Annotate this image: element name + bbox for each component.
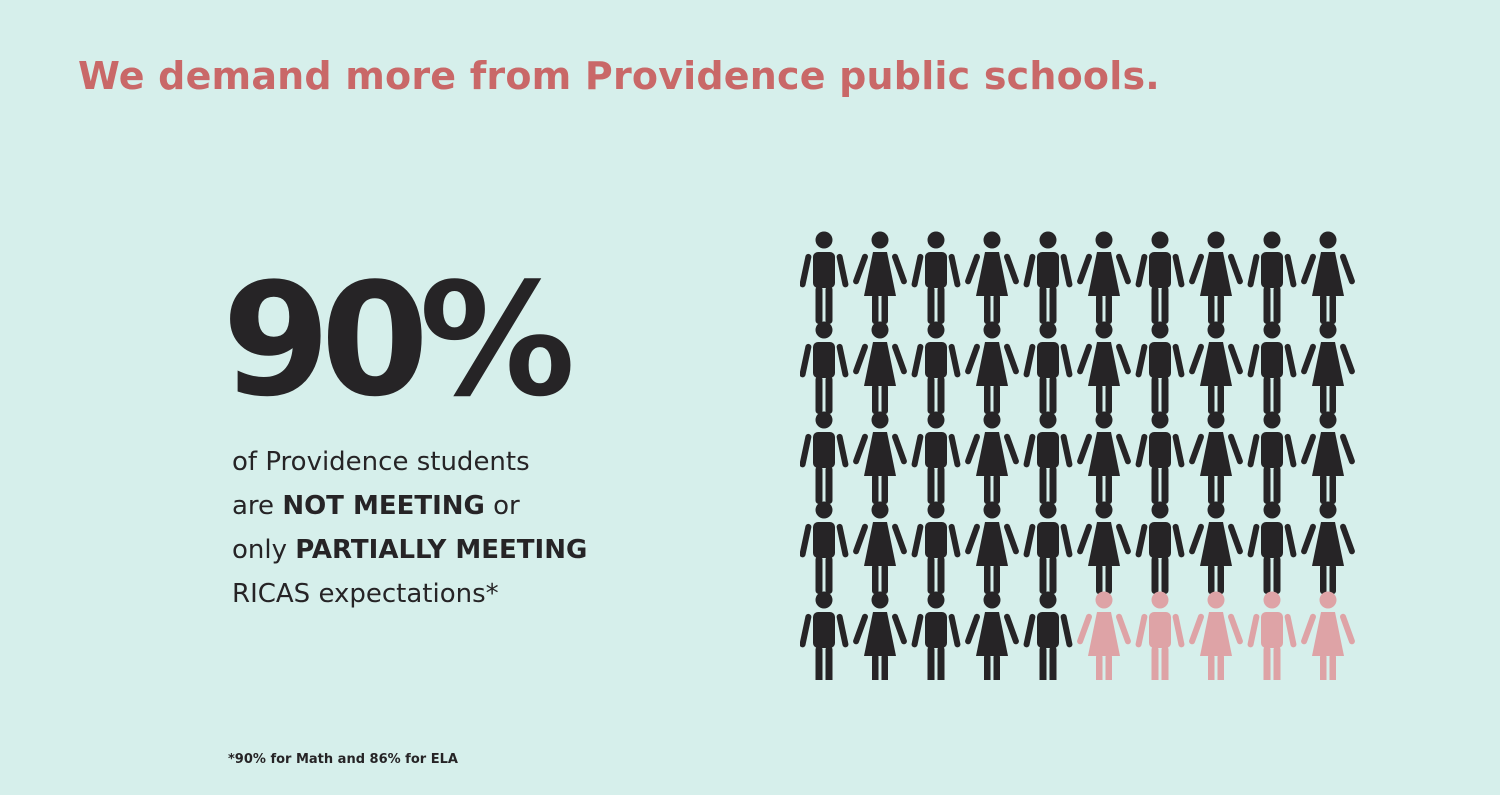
male-figure-icon	[911, 411, 961, 504]
male-figure-icon	[800, 321, 849, 414]
female-figure-icon	[853, 591, 907, 680]
partially-meeting-emphasis: PARTIALLY MEETING	[295, 535, 588, 565]
female-figure-icon	[853, 321, 907, 414]
female-figure-icon	[1189, 591, 1243, 680]
stat-description: of Providence students are NOT MEETING o…	[232, 440, 587, 616]
female-figure-icon	[853, 411, 907, 504]
male-figure-icon	[1247, 591, 1297, 680]
description-text: only	[232, 535, 296, 565]
male-figure-icon	[911, 501, 961, 594]
male-figure-icon	[1247, 321, 1297, 414]
male-figure-icon	[1023, 501, 1073, 594]
male-figure-icon	[1247, 501, 1297, 594]
female-figure-icon	[965, 411, 1019, 504]
male-figure-icon	[1023, 411, 1073, 504]
female-figure-icon	[965, 591, 1019, 680]
female-figure-icon	[1077, 231, 1131, 324]
description-line-2: are NOT MEETING or	[232, 484, 587, 528]
female-figure-icon	[1301, 231, 1355, 324]
description-line-4: RICAS expectations*	[232, 579, 499, 609]
female-figure-icon	[1301, 501, 1355, 594]
not-meeting-emphasis: NOT MEETING	[282, 491, 485, 521]
description-line-3: only PARTIALLY MEETING	[232, 528, 587, 572]
male-figure-icon	[800, 501, 849, 594]
percentage-stat: 90%	[222, 249, 575, 431]
male-figure-icon	[1135, 321, 1185, 414]
male-figure-icon	[1023, 591, 1073, 680]
male-figure-icon	[1135, 591, 1185, 680]
footnote: *90% for Math and 86% for ELA	[228, 752, 458, 767]
male-figure-icon	[1135, 231, 1185, 324]
female-figure-icon	[1077, 411, 1131, 504]
female-figure-icon	[1301, 321, 1355, 414]
female-figure-icon	[1077, 321, 1131, 414]
male-figure-icon	[800, 411, 849, 504]
female-figure-icon	[965, 231, 1019, 324]
female-figure-icon	[1077, 591, 1131, 680]
male-figure-icon	[1135, 501, 1185, 594]
female-figure-icon	[965, 321, 1019, 414]
female-figure-icon	[1189, 321, 1243, 414]
female-figure-icon	[853, 501, 907, 594]
male-figure-icon	[800, 231, 849, 324]
description-line-1: of Providence students	[232, 447, 530, 477]
female-figure-icon	[1301, 591, 1355, 680]
male-figure-icon	[800, 591, 849, 680]
female-figure-icon	[1077, 501, 1131, 594]
male-figure-icon	[1247, 231, 1297, 324]
male-figure-icon	[1135, 411, 1185, 504]
headline: We demand more from Providence public sc…	[78, 54, 1160, 98]
people-pictogram	[800, 230, 1360, 680]
description-text: or	[484, 491, 520, 521]
description-text: are	[232, 491, 283, 521]
female-figure-icon	[1189, 411, 1243, 504]
female-figure-icon	[1189, 501, 1243, 594]
female-figure-icon	[1189, 231, 1243, 324]
male-figure-icon	[911, 231, 961, 324]
male-figure-icon	[911, 321, 961, 414]
male-figure-icon	[1247, 411, 1297, 504]
male-figure-icon	[1023, 231, 1073, 324]
male-figure-icon	[911, 591, 961, 680]
female-figure-icon	[853, 231, 907, 324]
female-figure-icon	[965, 501, 1019, 594]
female-figure-icon	[1301, 411, 1355, 504]
male-figure-icon	[1023, 321, 1073, 414]
